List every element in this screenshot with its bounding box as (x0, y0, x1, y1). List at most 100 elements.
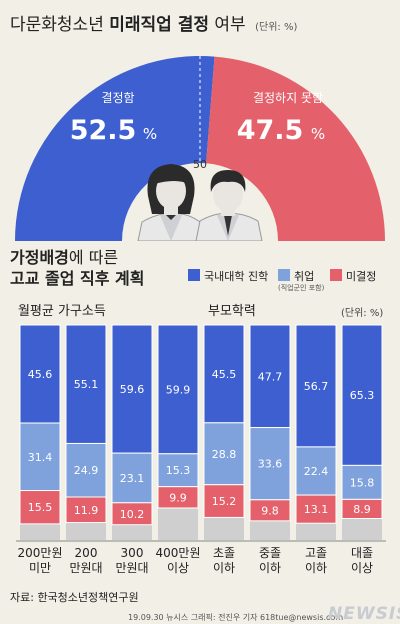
section-heading-strong: 가정배경 (10, 248, 69, 267)
bar-value-label: 28.8 (212, 448, 237, 461)
bar-value-label: 65.3 (350, 389, 375, 402)
category-label: 이하 (305, 561, 327, 575)
bar-segment (295, 446, 337, 496)
legend-swatch-university (188, 269, 200, 281)
bar-segment (249, 427, 291, 501)
gauge-left-value: 52.5 (70, 115, 137, 146)
title-tail: 여부 (214, 15, 246, 35)
category-label: 200 (75, 546, 98, 560)
bar-value-label: 55.1 (74, 378, 99, 391)
bar-segment (65, 496, 107, 524)
section-heading-rest: 에 따른 (68, 248, 119, 267)
bar-segment (111, 324, 153, 454)
panel-unit: (단위: %) (341, 308, 384, 319)
bar-segment (19, 490, 61, 525)
bar-value-label: 56.7 (304, 380, 329, 393)
student-boy-icon (195, 170, 263, 241)
category-label: 200만원 (18, 546, 63, 560)
bar-segment (111, 502, 153, 526)
page-title: 다문화청소년 미래직업 결정 여부 (단위: %) (10, 10, 297, 35)
gauge-right-percent: % (311, 125, 325, 143)
bar-segment (157, 486, 199, 509)
student-girl-icon (137, 164, 205, 241)
category-label: 이상 (167, 561, 189, 575)
legend-label-university: 국내대학 진학 (204, 270, 269, 283)
bar-value-label: 59.9 (166, 383, 191, 396)
bar-value-label: 15.2 (212, 495, 237, 508)
bar-value-label: 59.6 (120, 383, 145, 396)
category-label: 이상 (351, 561, 373, 575)
bar-segment (19, 422, 61, 492)
bar-segment (65, 324, 107, 444)
bar-segment (295, 494, 337, 524)
source-note: 자료: 한국청소년정책연구원 (10, 591, 139, 604)
legend-item-employment: 취업 (직업군인 포함) (278, 268, 324, 292)
bar-value-label: 8.9 (353, 503, 371, 516)
category-label: 미만 (29, 561, 51, 575)
title-unit: (단위: %) (255, 22, 298, 33)
gauge-right-value: 47.5 (237, 115, 304, 146)
category-label: 초졸 (213, 546, 235, 560)
title-plain: 다문화청소년 (10, 15, 104, 35)
category-label: 이하 (259, 561, 281, 575)
bar-value-label: 15.8 (350, 476, 375, 489)
bar-value-label: 45.6 (28, 368, 53, 381)
bar-value-label: 13.1 (304, 503, 329, 516)
bar-value-label: 15.3 (166, 464, 191, 477)
bar-value-label: 31.4 (28, 451, 53, 464)
gauge-left-percent: % (143, 125, 157, 143)
panel-title-education: 부모학력 (208, 304, 256, 319)
category-label: 대졸 (351, 546, 373, 560)
bar-segment (19, 324, 61, 424)
bar-segment (341, 498, 383, 519)
legend-swatch-employment (278, 269, 290, 281)
category-label: 300 (121, 546, 144, 560)
credit-line: 19.09.30 뉴시스 그래픽: 전진우 기자 618tue@newsis.c… (128, 613, 344, 622)
bar-segment (249, 499, 291, 522)
gauge-midpoint-label: 50 (193, 158, 207, 171)
bar-segment (341, 464, 383, 500)
legend-swatch-undecided (330, 269, 342, 281)
bar-value-label: 15.5 (28, 501, 53, 514)
stacked-bar-charts: 45.631.415.5200만원미만55.124.911.9200만원대59.… (16, 324, 386, 575)
section-heading-line2: 고교 졸업 직후 계획 (10, 269, 145, 288)
bar-segment (203, 484, 245, 518)
panel-title-income: 월평균 가구소득 (18, 304, 106, 319)
title-strong: 미래직업 결정 (109, 15, 210, 35)
legend-label-employment: 취업 (294, 270, 315, 283)
bar-value-label: 10.2 (120, 508, 145, 521)
bar-value-label: 47.7 (258, 370, 283, 383)
bar-value-label: 9.8 (261, 504, 279, 517)
bar-value-label: 9.9 (169, 491, 187, 504)
bar-value-label: 33.6 (258, 458, 283, 471)
legend-label-undecided: 미결정 (346, 270, 377, 283)
newsis-logo: NEWSIS (328, 604, 400, 624)
students-illustration (137, 164, 263, 241)
legend-note-employment: (직업군인 포함) (278, 284, 325, 292)
bar-value-label: 23.1 (120, 472, 145, 485)
bar-segment (341, 324, 383, 466)
category-label: 만원대 (69, 561, 102, 575)
category-label: 만원대 (115, 561, 148, 575)
bar-value-label: 24.9 (74, 464, 99, 477)
gauge-arc-decided (15, 55, 215, 241)
bar-segment (203, 324, 245, 424)
bar-value-label: 11.9 (74, 504, 99, 517)
bar-segment (157, 324, 199, 455)
bar-segment (203, 422, 245, 486)
gauge-arc-undecided (206, 56, 385, 241)
category-label: 고졸 (305, 546, 327, 560)
category-label: 중졸 (259, 546, 281, 560)
bar-segment (111, 452, 153, 504)
category-label: 400만원 (156, 546, 201, 560)
bar-segment (157, 453, 199, 488)
legend-item-university: 국내대학 진학 (188, 268, 268, 284)
legend-item-undecided: 미결정 (330, 268, 376, 284)
section-heading-line1: 가정배경에 따른 (10, 244, 118, 268)
bar-value-label: 45.5 (212, 368, 237, 381)
bar-segment (65, 442, 107, 498)
bar-segment (249, 324, 291, 429)
gauge-chart: 50 결정함 52.5 % 결정하지 못함 47.5 % (15, 55, 385, 241)
bar-value-label: 22.4 (304, 465, 329, 478)
category-label: 이하 (213, 561, 235, 575)
